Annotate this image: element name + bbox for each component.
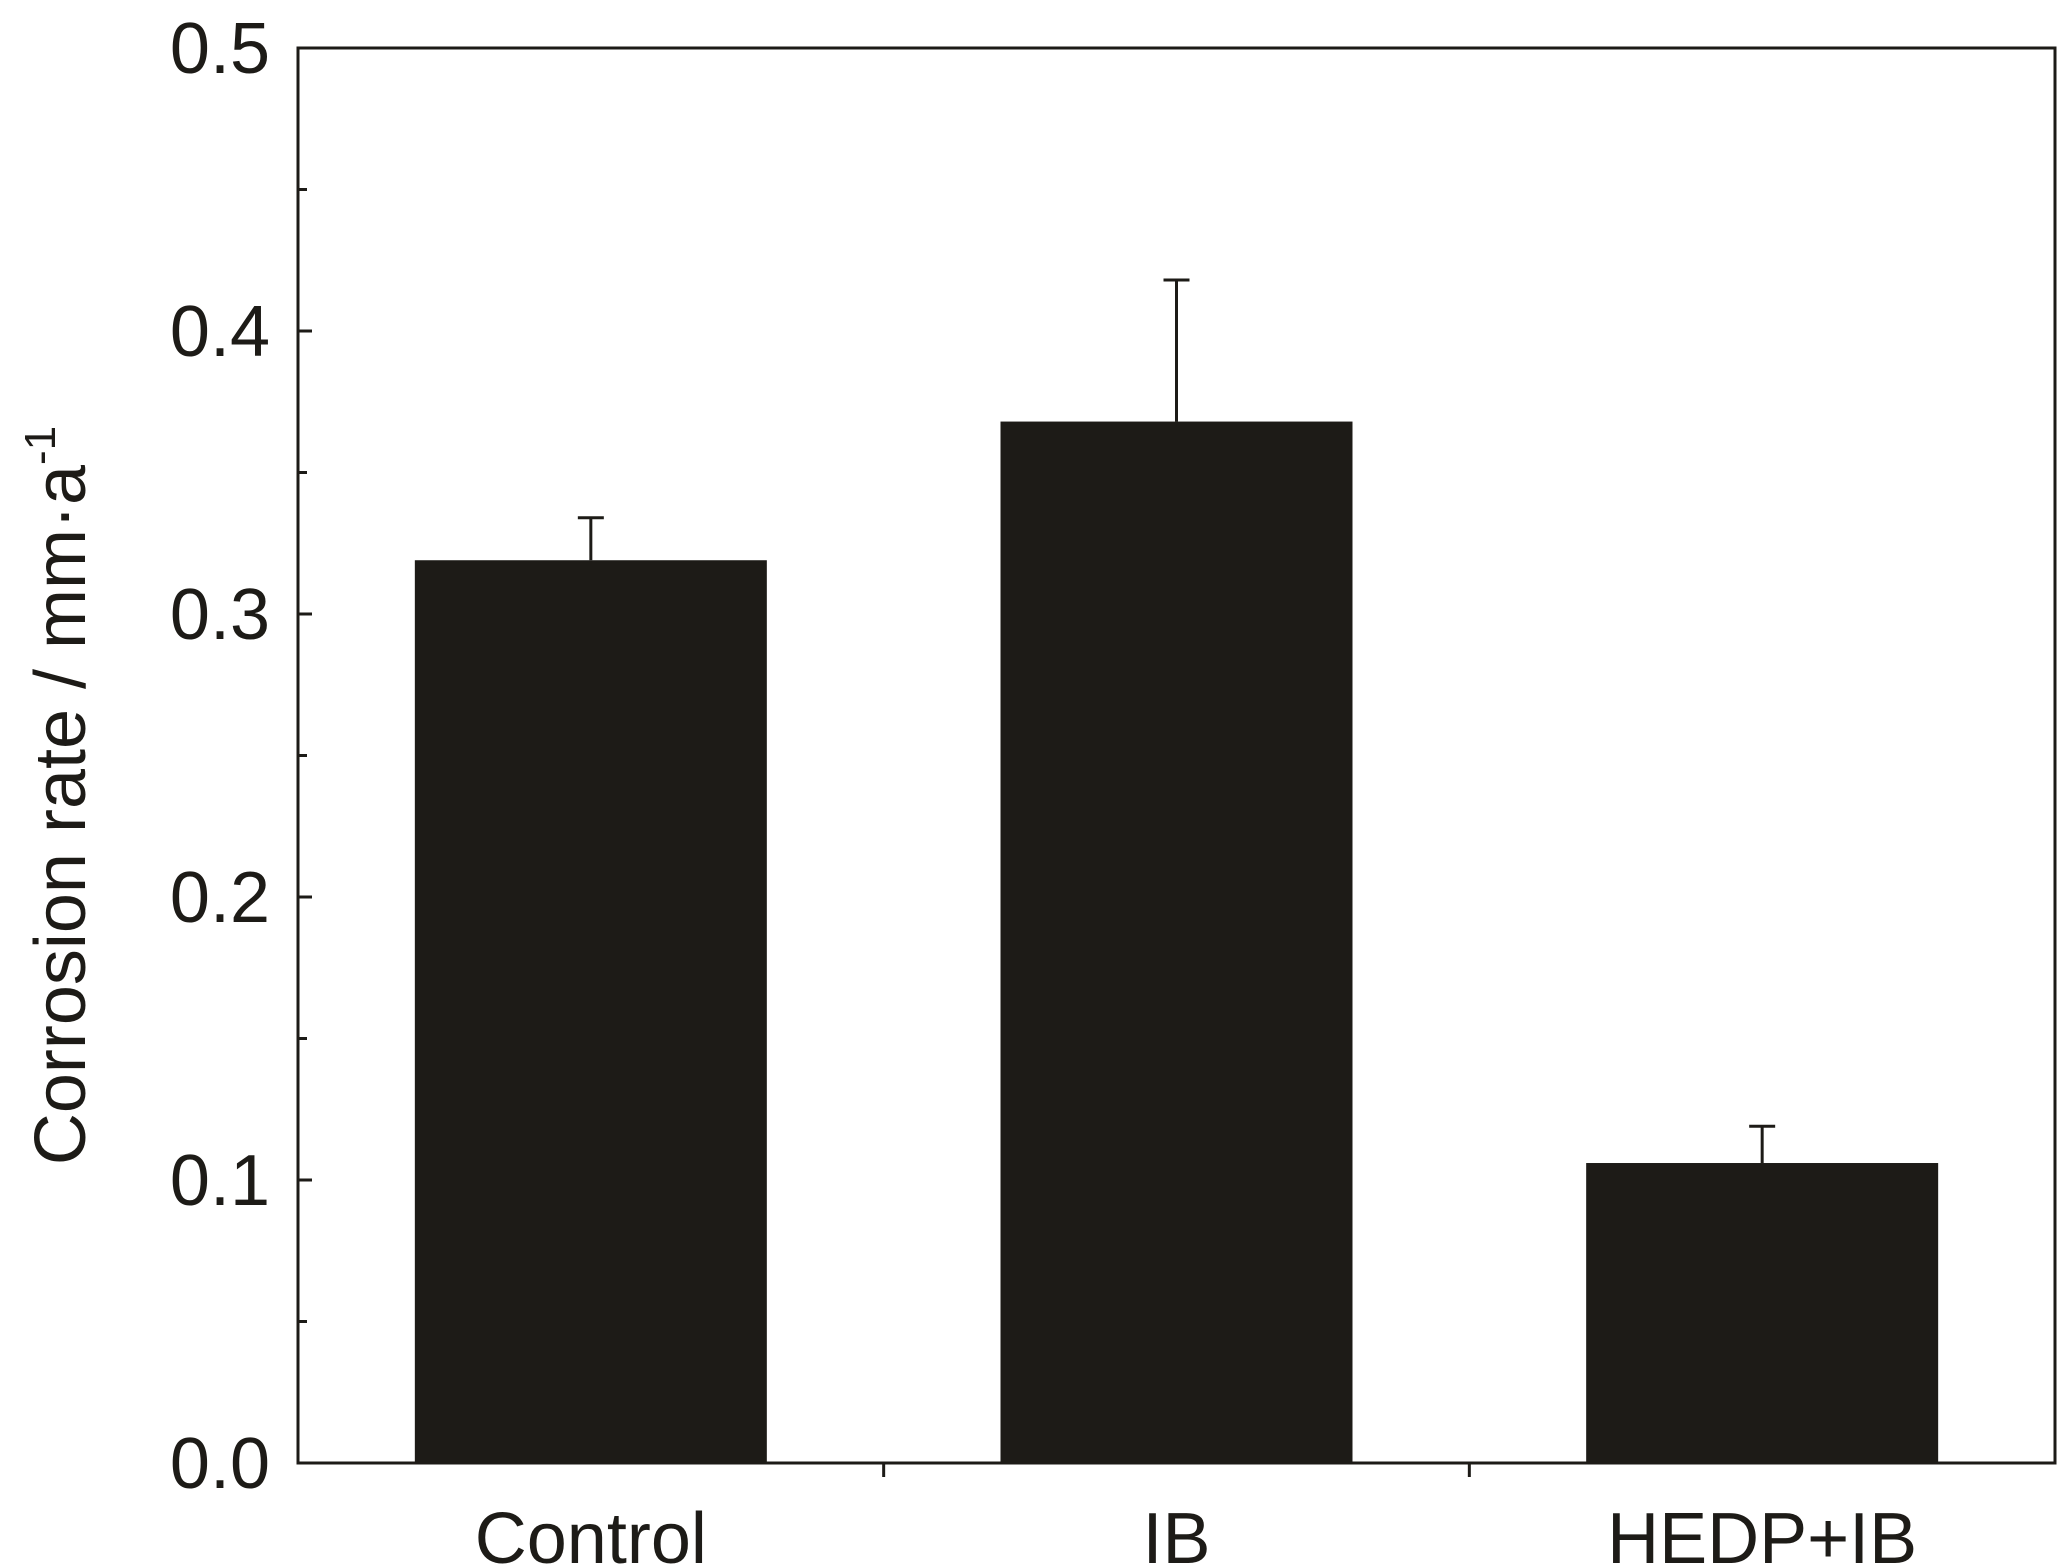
y-tick-labels: 0.0 0.1 0.2 0.3 0.4 0.5 xyxy=(170,9,270,1504)
y-tick-label: 0.3 xyxy=(170,575,270,655)
x-tick-label: HEDP+IB xyxy=(1607,1499,1917,1566)
bar-hedp-ib xyxy=(1586,1163,1939,1463)
y-tick-label: 0.4 xyxy=(170,292,270,372)
x-tick-label: IB xyxy=(1142,1499,1210,1566)
y-axis-title-text: Corrosion rate / mm·a xyxy=(21,464,101,1165)
bar-control xyxy=(414,560,767,1463)
y-axis-title-superscript: -1 xyxy=(16,426,65,465)
error-bars-layer xyxy=(577,278,1776,1164)
bars-layer xyxy=(414,421,1939,1463)
y-tick-label: 0.2 xyxy=(170,858,270,938)
axis-ticks-layer xyxy=(298,188,1471,1477)
y-axis-title: Corrosion rate / mm·a-1 xyxy=(16,426,101,1165)
x-tick-label: Control xyxy=(475,1499,707,1566)
y-tick-label: 0.0 xyxy=(170,1424,270,1504)
bar-ib xyxy=(1000,421,1353,1463)
y-tick-label: 0.5 xyxy=(170,9,270,89)
y-tick-label: 0.1 xyxy=(170,1141,270,1221)
x-tick-labels: Control IB HEDP+IB xyxy=(475,1499,1917,1566)
